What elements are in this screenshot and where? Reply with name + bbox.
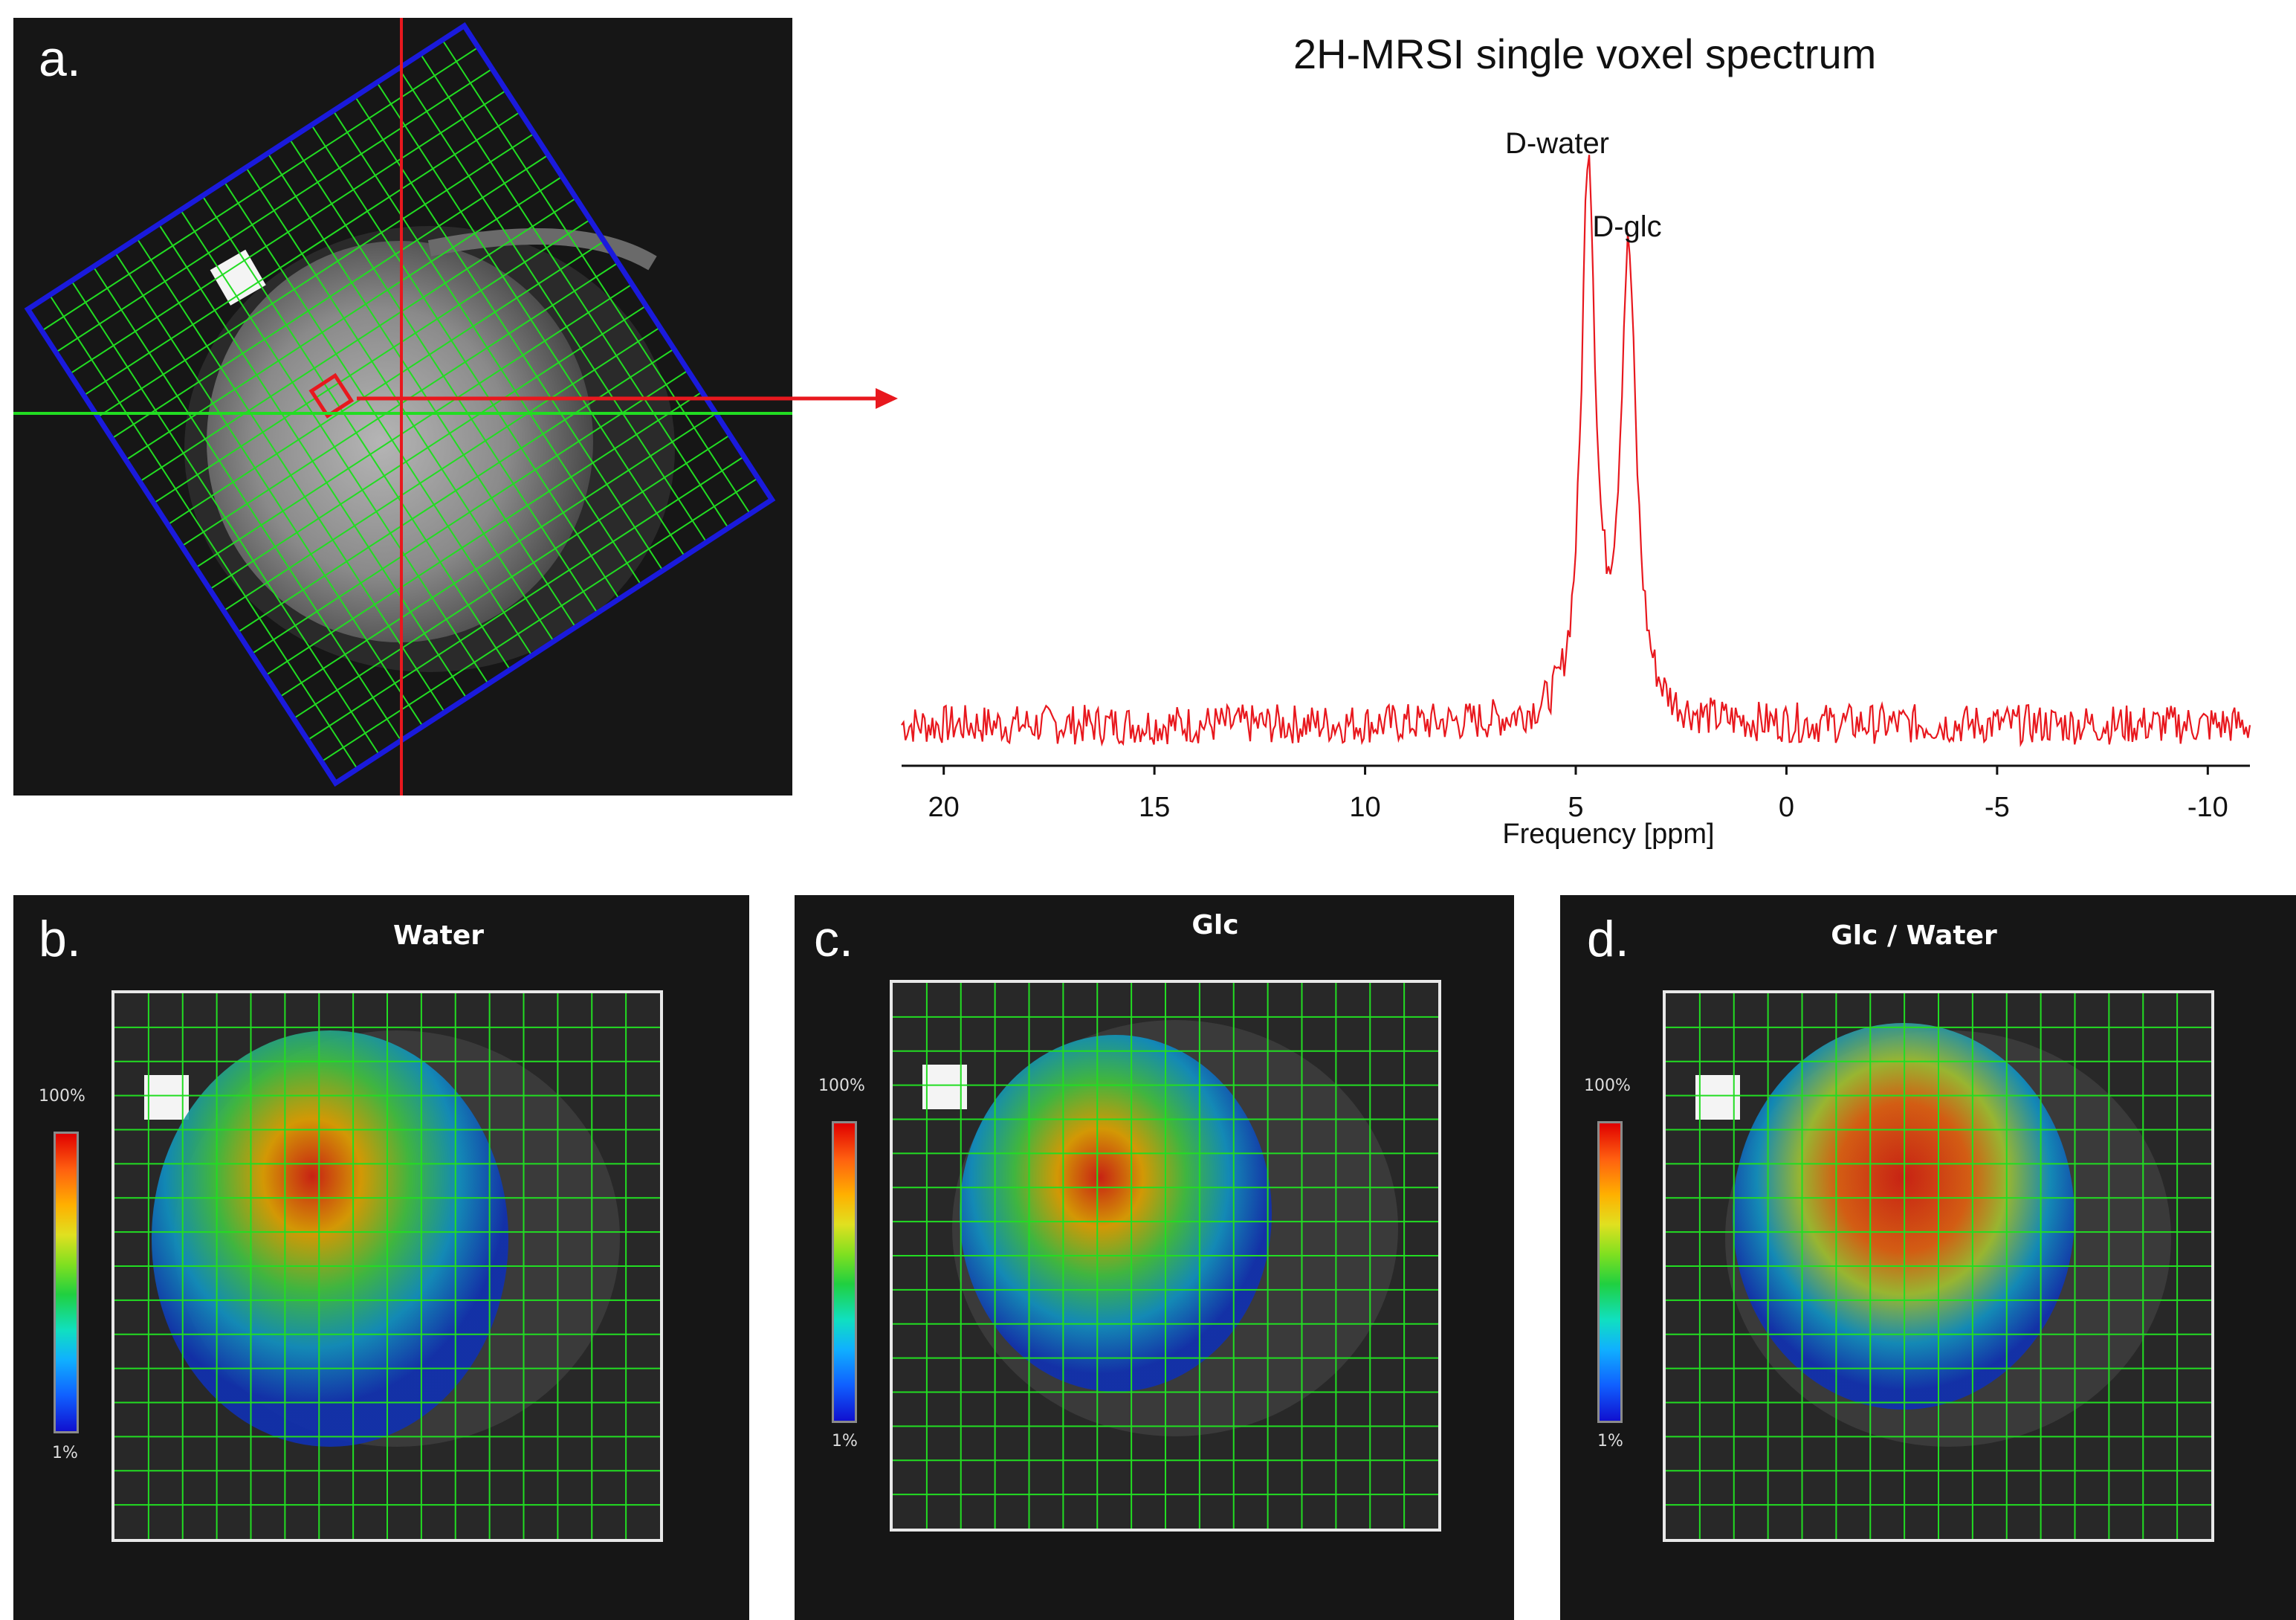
reference-phantom (210, 249, 266, 306)
grid-line (223, 326, 661, 612)
grid-line (237, 348, 675, 633)
scale-max-label: 100% (1584, 1077, 1631, 1095)
x-tick-label: 15 (1139, 792, 1170, 823)
metabolite-map (1663, 990, 2214, 1542)
reference-phantom (922, 1065, 967, 1109)
scale-min-label: 1% (52, 1444, 78, 1462)
grid-line (83, 111, 521, 396)
mri-localizer-panel: a. (13, 18, 792, 796)
grid-line (41, 46, 479, 332)
map-title-glc: Glc (1191, 910, 1239, 940)
grid-line (279, 413, 717, 698)
csi-grid (893, 983, 1438, 1529)
metabolite-map (111, 990, 663, 1542)
csi-grid (1666, 993, 2211, 1539)
grid-line (265, 391, 702, 677)
grid-line (55, 68, 493, 353)
colorbar (54, 1132, 79, 1433)
spectrum-chart: 20 15 10 5 0 -5 -10 Frequency [ppm] D-water D-… (901, 127, 2251, 850)
grid-line (250, 369, 689, 655)
csi-slab-outline (24, 22, 776, 787)
heat-overlay (152, 1030, 508, 1447)
grid-line (307, 456, 745, 741)
panel-letter-c: c. (814, 911, 853, 967)
x-tick-label: 10 (1349, 792, 1380, 823)
x-tick-label: 5 (1568, 792, 1583, 823)
scale-min-label: 1% (1597, 1432, 1623, 1450)
reference-phantom (144, 1075, 189, 1120)
metabolite-map (890, 980, 1441, 1532)
grid-line (139, 197, 577, 483)
reference-phantom (1695, 1075, 1740, 1120)
annotation-d-water: D-water (1505, 127, 1609, 160)
grid-line (209, 305, 647, 590)
panel-letter-d: d. (1587, 911, 1629, 967)
tissue-arc (427, 228, 657, 271)
x-tick-label: 20 (928, 792, 960, 823)
grid-line (167, 240, 605, 526)
csi-grid (24, 22, 776, 787)
heat-overlay (1733, 1023, 2075, 1410)
scale-max-label: 100% (39, 1087, 85, 1106)
x-tick-label: -5 (1985, 792, 2010, 823)
annotation-d-glc: D-glc (1592, 210, 1661, 243)
grid-line (153, 219, 591, 504)
scale-max-label: 100% (818, 1077, 865, 1095)
water-map-panel: b. Water 100% 1% (13, 895, 749, 1620)
mri-localizer-image (13, 18, 792, 796)
x-tick-label: 0 (1779, 792, 1794, 823)
grid-line (195, 283, 633, 569)
scale-min-label: 1% (832, 1432, 858, 1450)
selected-voxel (308, 372, 355, 419)
grid-line (321, 477, 759, 763)
grid-line (293, 434, 731, 720)
heat-overlay (960, 1035, 1272, 1392)
map-title-ratio: Glc / Water (1831, 920, 1997, 951)
glc-water-ratio-map-panel: d. Glc / Water 100% 1% (1560, 895, 2296, 1620)
grid-line (111, 154, 549, 439)
colorbar (1597, 1121, 1623, 1423)
spectrum-title: 2H-MRSI single voxel spectrum (1293, 30, 1877, 77)
x-tick-label: -10 (2187, 792, 2228, 823)
x-axis-label: Frequency [ppm] (1502, 819, 1714, 850)
colorbar (832, 1121, 857, 1423)
panel-letter-a: a. (39, 30, 81, 87)
csi-grid (114, 993, 660, 1539)
panel-letter-b: b. (39, 911, 81, 967)
grid-line (69, 89, 507, 375)
map-title-water: Water (392, 920, 485, 951)
glc-map-panel: c. Glc 100% 1% (795, 895, 1514, 1620)
spectrum-series-line (901, 155, 2251, 747)
grid-line (97, 132, 535, 418)
